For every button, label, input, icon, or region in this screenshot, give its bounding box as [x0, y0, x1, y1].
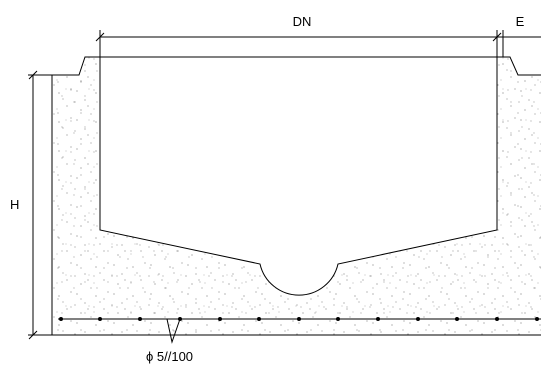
- concrete-body-texture: [52, 57, 541, 335]
- rebar-leader: [166, 318, 181, 344]
- h-dimension: [28, 70, 52, 340]
- e-label: E: [516, 14, 525, 29]
- dn-label: DN: [293, 14, 312, 29]
- rebar-spacing-label: ϕ 5//100: [146, 349, 193, 364]
- channel-outline: [99, 57, 498, 296]
- dn-dimension: [95, 30, 541, 57]
- h-label: H: [10, 197, 19, 212]
- section-outline: [52, 56, 541, 76]
- rebar-dots: [59, 317, 539, 321]
